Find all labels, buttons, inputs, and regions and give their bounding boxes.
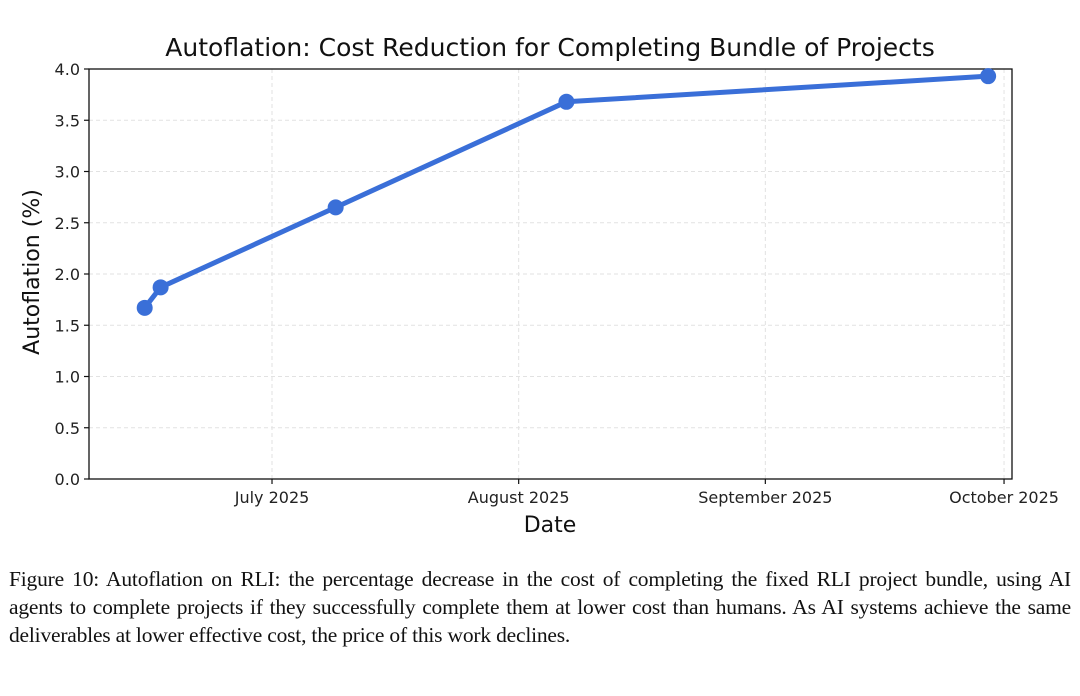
x-axis-label: Date	[524, 513, 577, 538]
data-point	[152, 279, 169, 296]
y-tick-label: 3.5	[55, 111, 80, 130]
x-axis: July 2025 August 2025 September 2025 Octobe…	[234, 479, 1059, 507]
data-point	[136, 299, 153, 316]
y-tick-label: 2.0	[55, 265, 80, 284]
y-tick-label: 3.0	[55, 163, 80, 182]
y-tick-label: 2.5	[55, 214, 80, 233]
autoflation-chart: Autoflation: Cost Reduction for Completi…	[20, 33, 1059, 538]
figure-caption: Figure 10: Autoflation on RLI: the perce…	[9, 567, 1071, 647]
chart-title: Autoflation: Cost Reduction for Completi…	[165, 33, 934, 62]
data-point	[980, 68, 997, 85]
y-axis: 0.0 0.5 1.0 1.5 2.0 2.5 3.0 3.5 4.0	[55, 60, 89, 489]
y-tick-label: 0.0	[55, 470, 80, 489]
series-autoflation	[136, 68, 997, 316]
x-tick-label: July 2025	[234, 488, 310, 507]
y-axis-label: Autoflation (%)	[20, 189, 45, 355]
x-tick-label: October 2025	[949, 488, 1059, 507]
x-tick-label: August 2025	[468, 488, 570, 507]
grid-lines	[89, 68, 1012, 480]
y-tick-label: 1.5	[55, 316, 80, 335]
y-tick-label: 0.5	[55, 419, 80, 438]
series-line	[142, 73, 991, 311]
y-tick-label: 1.0	[55, 368, 80, 387]
x-tick-label: September 2025	[698, 488, 832, 507]
data-point	[558, 93, 575, 110]
y-tick-label: 4.0	[55, 60, 80, 79]
data-point	[327, 199, 344, 216]
